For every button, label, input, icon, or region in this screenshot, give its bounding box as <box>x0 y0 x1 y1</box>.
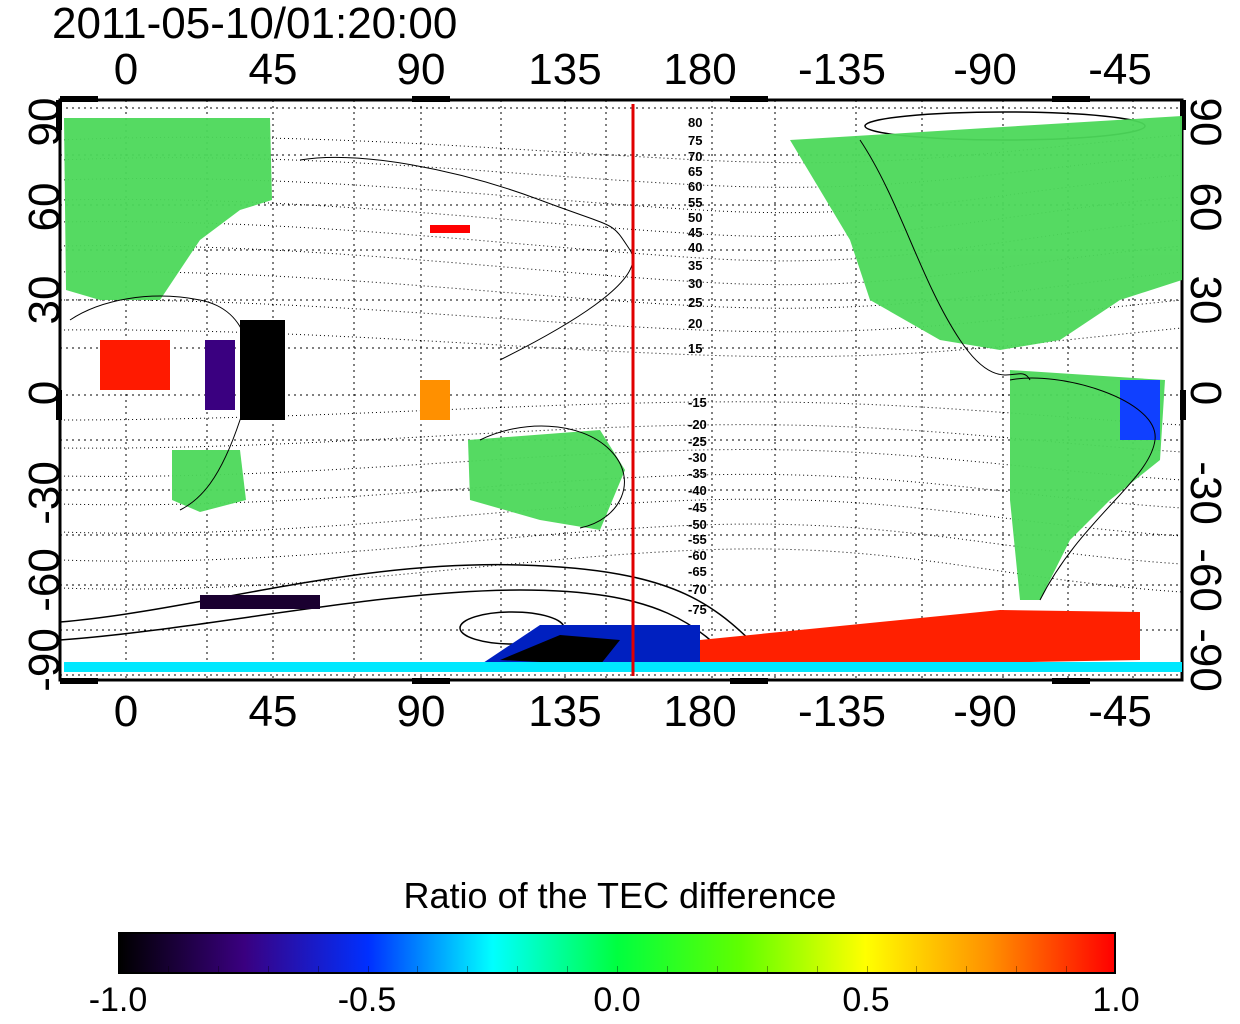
tec-data-coverage <box>64 116 1182 600</box>
x-tick-top: 90 <box>396 45 446 94</box>
x-tick-top: 45 <box>248 45 298 94</box>
contour-label: 50 <box>688 210 703 225</box>
x-tick-top: 0 <box>113 45 139 94</box>
x-tick-top: -135 <box>797 45 887 94</box>
colorbar-minor-tick <box>816 966 818 974</box>
contour-label: -70 <box>688 582 707 597</box>
contour-label: -15 <box>688 395 707 410</box>
colorbar-title: Ratio of the TEC difference <box>403 875 837 916</box>
colorbar-tick: 0.0 <box>593 981 641 1019</box>
x-tick-bottom: 180 <box>663 687 737 736</box>
contour-label: 35 <box>688 258 703 273</box>
contour-label: 75 <box>688 133 703 148</box>
contour-label: -75 <box>688 602 707 617</box>
colorbar-minor-tick <box>467 966 469 974</box>
contour-label: 30 <box>688 276 703 291</box>
x-tick-bottom: 135 <box>528 687 602 736</box>
contour-label: 55 <box>688 195 703 210</box>
colorbar-minor-tick <box>1016 966 1018 974</box>
axis-bars <box>56 96 1186 684</box>
contour-label: 25 <box>688 295 703 310</box>
x-tick-bottom: 90 <box>396 687 446 736</box>
colorbar-minor-tick <box>167 966 169 974</box>
coastlines <box>69 139 1156 601</box>
colorbar-minor-tick <box>866 966 868 974</box>
colorbar-minor-tick <box>517 966 519 974</box>
colorbar-minor-tick <box>716 966 718 974</box>
contour-label: -60 <box>688 548 707 563</box>
colorbar-minor-tick <box>367 966 369 974</box>
contour-label: 60 <box>688 179 703 194</box>
colorbar <box>118 932 1116 974</box>
colorbar-minor-tick <box>317 966 319 974</box>
x-tick-top: 135 <box>528 45 602 94</box>
contour-label: 80 <box>688 115 703 130</box>
colorbar-minor-tick <box>966 966 968 974</box>
colorbar-minor-tick <box>766 966 768 974</box>
map-title: 2011-05-10/01:20:00 <box>52 0 458 48</box>
colorbar-minor-tick <box>217 966 219 974</box>
colorbar-minor-tick <box>916 966 918 974</box>
contour-label: 20 <box>688 316 703 331</box>
tec-ratio-map <box>56 96 1186 684</box>
contour-label: -65 <box>688 564 707 579</box>
contour-label: -50 <box>688 517 707 532</box>
x-tick-top: -90 <box>953 45 1017 94</box>
y-tick-right: -90 <box>1181 628 1230 692</box>
europe-africa-data <box>64 118 272 300</box>
y-tick-left: -90 <box>20 628 69 692</box>
x-tick-bottom: -90 <box>953 687 1017 736</box>
north-america-data <box>790 116 1182 350</box>
contour-label: -55 <box>688 532 707 547</box>
contour-label: 70 <box>688 149 703 164</box>
x-tick-bottom: -135 <box>797 687 887 736</box>
contour-label: -40 <box>688 483 707 498</box>
contour-label: -20 <box>688 417 707 432</box>
contour-label: -35 <box>688 466 707 481</box>
x-tick-top: 180 <box>663 45 737 94</box>
contour-label: -45 <box>688 500 707 515</box>
colorbar-tick: 1.0 <box>1092 981 1140 1019</box>
contour-label: 45 <box>688 225 703 240</box>
x-tick-bottom: 0 <box>113 687 139 736</box>
x-tick-bottom: 45 <box>248 687 298 736</box>
contour-label: 15 <box>688 341 703 356</box>
y-tick-right: 0 <box>1181 380 1230 406</box>
colorbar-minor-tick <box>617 966 618 974</box>
colorbar-tick: 0.5 <box>842 981 890 1019</box>
australia-data <box>468 430 625 530</box>
southern-africa-data <box>172 450 246 512</box>
tec-anomaly-patches <box>64 225 1182 672</box>
colorbar-tick: -1.0 <box>88 981 148 1019</box>
contour-label: -30 <box>688 450 707 465</box>
y-tick-left: 0 <box>20 380 69 406</box>
x-tick-bottom: -45 <box>1088 687 1152 736</box>
colorbar-minor-tick <box>267 966 269 974</box>
colorbar-minor-tick <box>666 966 668 974</box>
colorbar-minor-tick <box>567 966 569 974</box>
colorbar-minor-tick <box>417 966 419 974</box>
contour-label: 40 <box>688 240 703 255</box>
colorbar-minor-tick <box>1066 966 1068 974</box>
colorbar-tick: -0.5 <box>337 981 397 1019</box>
x-tick-top: -45 <box>1088 45 1152 94</box>
contour-label: -25 <box>688 434 707 449</box>
contour-label: 65 <box>688 164 703 179</box>
